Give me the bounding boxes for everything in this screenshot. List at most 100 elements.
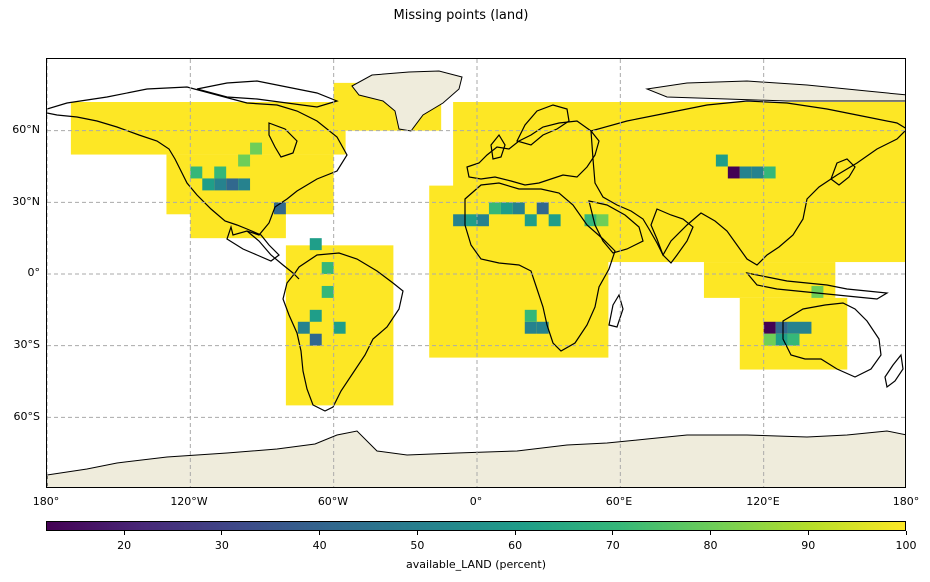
data-cell: [333, 321, 346, 334]
colorbar-tick-label: 40: [312, 539, 327, 552]
data-cell: [727, 166, 740, 179]
data-cell: [715, 154, 728, 167]
new-zealand-coast: [884, 353, 904, 389]
data-cell: [751, 166, 764, 179]
colorbar-tick-label: 50: [410, 539, 425, 552]
data-cell: [512, 202, 525, 215]
colorbar: [46, 521, 906, 531]
scandinavia-coast: [516, 104, 570, 146]
xtick-label: 120°E: [746, 495, 780, 508]
data-cell: [787, 333, 800, 346]
japan-coast: [830, 158, 856, 186]
india-coast: [650, 208, 694, 264]
data-cell: [799, 321, 812, 334]
colorbar-tick-mark: [612, 531, 614, 535]
ytick-label: 60°N: [12, 123, 40, 136]
coastlines: [47, 80, 905, 412]
colorbar-tick-mark: [416, 531, 418, 535]
data-cell: [226, 178, 239, 191]
ytick-label: 60°S: [13, 410, 40, 423]
arctic-russia-outline: [645, 80, 905, 102]
data-cell: [309, 309, 322, 322]
data-cell: [524, 214, 537, 227]
map-area[interactable]: [46, 58, 906, 488]
data-cell: [309, 333, 322, 346]
xtick-label: 180°: [892, 495, 920, 508]
map-svg: [47, 59, 905, 487]
chart-title: Missing points (land): [393, 8, 529, 23]
antarctica-outline: [47, 430, 905, 487]
colorbar-tick-mark: [905, 531, 907, 535]
data-cell: [309, 238, 322, 251]
data-cell: [811, 285, 824, 298]
gridlines: [47, 59, 905, 487]
data-cell: [238, 154, 251, 167]
colorbar-tick-mark: [123, 531, 125, 535]
colorbar-tick-label: 80: [703, 539, 718, 552]
land-outlines: [47, 70, 905, 487]
colorbar-label: available_LAND (percent): [406, 558, 546, 571]
colorbar-tick-mark: [514, 531, 516, 535]
data-cell: [536, 202, 549, 215]
asia-coast: [590, 100, 905, 266]
data-cell: [488, 202, 501, 215]
data-cell: [775, 333, 788, 346]
data-cell: [763, 321, 776, 334]
data-cell: [297, 321, 310, 334]
ytick-label: 30°N: [12, 195, 40, 208]
data-cell: [739, 166, 752, 179]
colorbar-tick-label: 90: [801, 539, 816, 552]
south-america-coast: [282, 252, 404, 412]
data-cell: [465, 214, 477, 227]
xtick-label: 60°W: [317, 495, 349, 508]
data-cell: [250, 142, 262, 155]
colorbar-tick-label: 100: [895, 539, 917, 552]
ytick-label: 0°: [27, 266, 41, 279]
data-cell: [536, 321, 549, 334]
data-cell: [453, 214, 466, 227]
data-cell: [787, 321, 800, 334]
data-cell: [190, 166, 203, 179]
data-cell: [202, 178, 215, 191]
colorbar-tick-label: 70: [605, 539, 620, 552]
colorbar-tick-mark: [807, 531, 809, 535]
europe-coast: [466, 120, 600, 186]
uk-coast: [490, 133, 506, 160]
colorbar-tick-label: 20: [117, 539, 132, 552]
xtick-label: 180°: [32, 495, 60, 508]
data-cell: [763, 333, 776, 346]
colorbar-tick-mark: [319, 531, 321, 535]
xtick-label: 0°: [469, 495, 483, 508]
data-cell: [477, 214, 489, 227]
data-cell: [596, 214, 609, 227]
data-cell: [321, 262, 334, 274]
north-america-coast: [47, 86, 348, 262]
australia-coast: [782, 302, 882, 378]
xtick-label: 60°E: [605, 495, 633, 508]
data-cell: [524, 309, 537, 322]
madagascar-coast: [608, 293, 624, 328]
data-cell: [584, 214, 597, 227]
africa-coast: [464, 182, 616, 352]
colorbar-tick-label: 30: [214, 539, 229, 552]
data-cell: [214, 178, 227, 191]
xtick-label: 120°W: [170, 495, 208, 508]
data-cell: [273, 202, 286, 215]
arctic-islands-coast: [196, 80, 339, 108]
data-cell: [238, 178, 251, 191]
arabia-coast: [588, 200, 644, 254]
greenland-outline: [351, 70, 463, 132]
data-cell: [763, 166, 776, 179]
colorbar-tick-label: 60: [508, 539, 523, 552]
data-cell: [214, 166, 227, 179]
data-cell: [321, 285, 334, 298]
land-field-block: [70, 102, 346, 155]
data-cell: [548, 214, 561, 227]
indonesia-coast: [745, 272, 889, 300]
data-cells: [70, 82, 905, 406]
data-cell: [524, 321, 537, 334]
colorbar-tick-mark: [221, 531, 223, 535]
land-field-block: [572, 102, 905, 263]
ytick-label: 30°S: [13, 338, 40, 351]
data-cell: [775, 321, 788, 334]
